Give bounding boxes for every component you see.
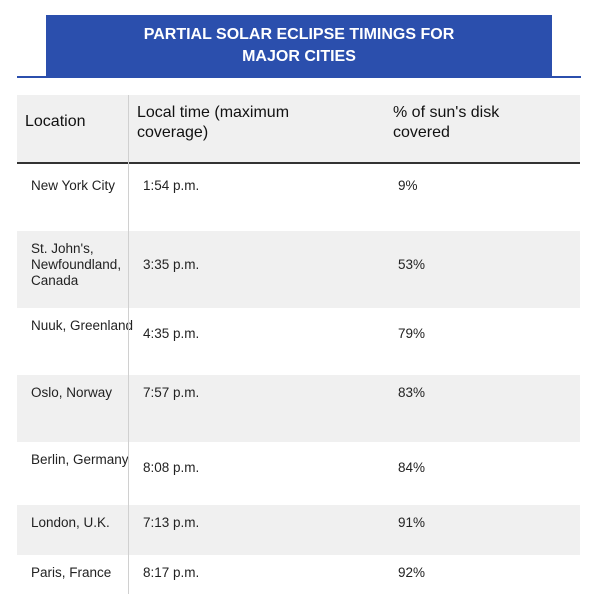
cell-location: Paris, France [31,565,112,580]
cell-percent: 79% [398,326,426,341]
table-header: Location Local time (maximum coverage) %… [17,95,580,164]
cell-time: 8:17 p.m. [143,565,200,580]
cell-percent: 84% [398,460,426,475]
cell-time: 4:35 p.m. [143,326,200,341]
table-row: St. John's, Newfoundland, Canada 3:35 p.m… [17,231,580,308]
cell-location: Berlin, Germany [31,452,129,467]
cell-time: 7:57 p.m. [143,385,200,400]
table-row: Nuuk, Greenland 4:35 p.m. 79% [17,308,580,375]
column-header-time: Local time (maximum coverage) [137,104,290,141]
cell-percent: 92% [398,565,426,580]
cell-percent: 83% [398,385,426,400]
table-row: London, U.K. 7:13 p.m. 91% [17,505,580,555]
table-title-banner: PARTIAL SOLAR ECLIPSE TIMINGS FOR MAJOR … [46,15,552,77]
cell-time: 7:13 p.m. [143,515,200,530]
title-line-1: PARTIAL SOLAR ECLIPSE TIMINGS FOR [143,26,455,43]
cell-location: New York City [31,178,116,193]
column-header-percent: % of sun's disk covered [393,104,500,141]
cell-time: 3:35 p.m. [143,257,200,272]
column-header-location: Location [25,113,86,130]
cell-location: St. John's, Newfoundland, Canada [31,241,122,288]
cell-location: Oslo, Norway [31,385,113,400]
table-body: New York City 1:54 p.m. 9% St. John's, Newf… [17,164,580,601]
table-row: Paris, France 8:17 p.m. 92% [17,555,580,601]
table-row: Oslo, Norway 7:57 p.m. 83% [17,375,580,442]
cell-time: 1:54 p.m. [143,178,200,193]
cell-location: London, U.K. [31,515,110,530]
cell-percent: 53% [398,257,426,272]
table-row: New York City 1:54 p.m. 9% [17,164,580,231]
table-row: Berlin, Germany 8:08 p.m. 84% [17,442,580,505]
column-divider [128,95,129,594]
title-line-2: MAJOR CITIES [242,48,356,65]
title-underline [17,76,581,78]
eclipse-table: Location Local time (maximum coverage) %… [17,95,580,601]
cell-percent: 9% [398,178,418,193]
cell-percent: 91% [398,515,426,530]
cell-location: Nuuk, Greenland [31,318,134,333]
cell-time: 8:08 p.m. [143,460,200,475]
